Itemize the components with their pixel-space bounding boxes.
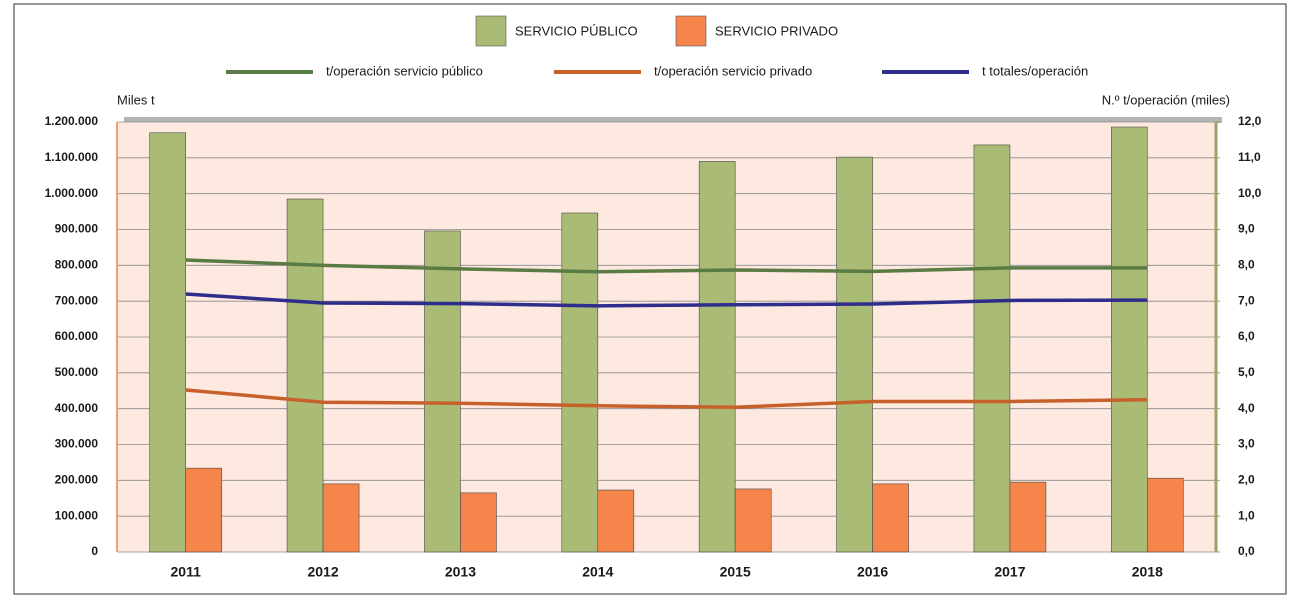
bar <box>872 483 909 553</box>
plot-shadow <box>124 117 1222 123</box>
line-series <box>185 388 1148 409</box>
y-tick-label: 1.200.000 <box>45 114 99 128</box>
bar <box>460 492 497 553</box>
y2-tick-label: 3,0 <box>1238 437 1255 451</box>
bar <box>734 488 772 553</box>
y-tick-label: 800.000 <box>55 258 99 272</box>
x-tick-label: 2011 <box>171 564 202 580</box>
legend-label: SERVICIO PÚBLICO <box>515 23 638 38</box>
y2-tick-label: 6,0 <box>1238 329 1255 343</box>
y2-axis-label: N.º t/operación (miles) <box>1102 92 1230 107</box>
bar <box>1111 126 1148 553</box>
x-tick-label: 2014 <box>582 564 613 580</box>
y-tick-label: 500.000 <box>55 365 99 379</box>
x-tick-label: 2012 <box>307 564 338 580</box>
x-tick-label: 2016 <box>857 564 888 580</box>
bar <box>836 156 873 553</box>
bar <box>1147 477 1184 553</box>
line-series <box>185 258 1148 274</box>
y2-tick-label: 2,0 <box>1238 473 1255 487</box>
y2-tick-label: 8,0 <box>1238 258 1255 272</box>
x-tick-label: 2015 <box>720 564 751 580</box>
bar <box>597 489 635 553</box>
y2-tick-label: 12,0 <box>1238 114 1262 128</box>
y2-tick-label: 1,0 <box>1238 508 1255 522</box>
y-tick-label: 200.000 <box>55 473 99 487</box>
bar <box>185 467 222 553</box>
legend-label: t/operación servicio público <box>326 63 483 78</box>
legend-swatch <box>675 15 707 47</box>
y2-tick-label: 11,0 <box>1238 150 1261 164</box>
y-tick-label: 0 <box>91 544 98 558</box>
y-tick-label: 900.000 <box>55 222 99 236</box>
legend-swatch <box>475 15 507 47</box>
y2-tick-label: 10,0 <box>1238 186 1262 200</box>
y2-tick-label: 4,0 <box>1238 401 1255 415</box>
bar <box>561 212 599 553</box>
y-tick-label: 400.000 <box>55 401 99 415</box>
x-tick-label: 2017 <box>994 564 1025 580</box>
y-tick-label: 1.000.000 <box>45 186 99 200</box>
bar <box>1009 481 1047 553</box>
bar <box>698 161 736 553</box>
y-tick-label: 100.000 <box>55 508 99 522</box>
legend-label: SERVICIO PRIVADO <box>715 23 838 38</box>
y-tick-label: 300.000 <box>55 437 99 451</box>
bar <box>286 198 324 553</box>
y-tick-label: 600.000 <box>55 329 99 343</box>
x-tick-label: 2013 <box>445 564 476 580</box>
bar <box>973 144 1011 553</box>
bar <box>424 230 461 553</box>
legend-label: t/operación servicio privado <box>654 63 812 78</box>
y2-tick-label: 7,0 <box>1238 293 1255 307</box>
y-axis-label: Miles t <box>117 92 155 107</box>
legend-label: t totales/operación <box>982 63 1088 78</box>
y2-tick-label: 5,0 <box>1238 365 1255 379</box>
bar <box>322 483 360 553</box>
line-series <box>185 292 1148 308</box>
y2-tick-label: 9,0 <box>1238 222 1255 236</box>
bar <box>149 132 186 553</box>
y-tick-label: 1.100.000 <box>45 150 99 164</box>
y-tick-label: 700.000 <box>55 293 99 307</box>
x-tick-label: 2018 <box>1132 564 1163 580</box>
y2-tick-label: 0,0 <box>1238 544 1255 558</box>
